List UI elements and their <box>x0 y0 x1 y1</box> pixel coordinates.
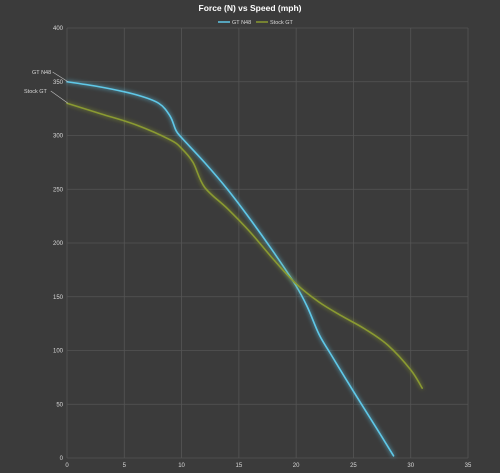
series-lines <box>66 80 423 457</box>
x-tick-label: 20 <box>293 463 300 469</box>
legend: GT N48 Stock GT <box>218 20 294 26</box>
y-tick-label: 350 <box>53 80 64 86</box>
y-tick-label: 250 <box>53 187 64 193</box>
x-tick-label: 10 <box>178 463 185 469</box>
y-tick-label: 150 <box>53 295 64 301</box>
annotation-label: GT N48 <box>32 70 51 76</box>
series-line-1 <box>66 102 423 389</box>
x-tick-label: 25 <box>350 463 357 469</box>
y-tick-label: 0 <box>60 456 64 462</box>
legend-label: Stock GT <box>270 20 294 26</box>
annotation-label: Stock GT <box>24 89 48 95</box>
annotation-leader <box>50 90 69 104</box>
x-axis-ticks: 0 5 10 15 20 25 30 35 <box>65 463 472 469</box>
annotation-leader <box>52 71 69 83</box>
legend-label: GT N48 <box>232 20 251 26</box>
y-tick-label: 400 <box>53 26 64 32</box>
x-tick-label: 30 <box>407 463 414 469</box>
y-tick-label: 50 <box>56 402 63 408</box>
y-tick-label: 200 <box>53 241 64 247</box>
chart-title: Force (N) vs Speed (mph) <box>199 3 302 13</box>
series-line-0 <box>66 80 395 457</box>
y-tick-label: 100 <box>53 349 64 355</box>
y-tick-label: 300 <box>53 134 64 140</box>
x-tick-label: 5 <box>123 463 127 469</box>
x-tick-label: 0 <box>65 463 69 469</box>
grid <box>66 27 469 459</box>
y-axis-ticks: 0 50 100 150 200 250 300 350 400 <box>53 26 64 462</box>
x-tick-label: 15 <box>236 463 243 469</box>
annotations: GT N48 Stock GT <box>24 70 69 104</box>
x-tick-label: 35 <box>465 463 472 469</box>
